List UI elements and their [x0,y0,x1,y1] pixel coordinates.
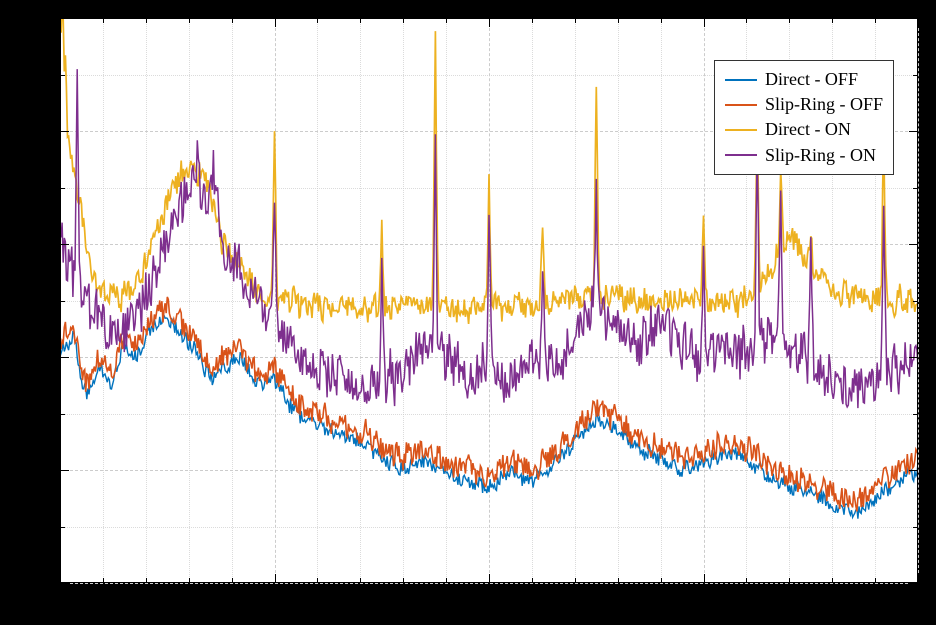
legend-label-0: Direct - OFF [765,67,858,92]
legend-swatch-3 [725,154,757,156]
xtick-minor-top [317,18,318,23]
xtick-major-top [60,18,61,27]
xtick-minor [832,578,833,583]
xtick-minor [189,578,190,583]
xtick-minor-top [875,18,876,23]
grid-h-major [60,583,918,584]
xtick-minor-top [446,18,447,23]
xtick-major-top [918,18,919,27]
ytick-minor-right [913,75,918,76]
ytick-major [60,131,69,132]
legend-swatch-0 [725,79,757,81]
xtick-minor [575,578,576,583]
xtick-minor-top [189,18,190,23]
ytick-minor-right [913,188,918,189]
xtick-major-top [275,18,276,27]
ytick-minor-right [913,527,918,528]
xtick-minor [360,578,361,583]
ytick-minor [60,301,65,302]
xtick-minor-top [618,18,619,23]
xtick-minor [317,578,318,583]
grid-v-major [918,18,919,583]
xtick-minor-top [746,18,747,23]
xtick-major [60,574,61,583]
xtick-minor [618,578,619,583]
xtick-minor [403,578,404,583]
xtick-minor [146,578,147,583]
chart-container: Direct - OFFSlip-Ring - OFFDirect - ONSl… [0,0,936,625]
ytick-major-right [909,583,918,584]
xtick-minor-top [360,18,361,23]
xtick-minor-top [661,18,662,23]
xtick-major [704,574,705,583]
xtick-minor-top [575,18,576,23]
xtick-minor [789,578,790,583]
xtick-minor [532,578,533,583]
legend-row-1: Slip-Ring - OFF [725,92,883,117]
legend-row-2: Direct - ON [725,117,883,142]
ytick-major-right [909,244,918,245]
legend: Direct - OFFSlip-Ring - OFFDirect - ONSl… [714,60,894,175]
ytick-major-right [909,357,918,358]
xtick-minor-top [403,18,404,23]
xtick-minor [661,578,662,583]
xtick-minor [232,578,233,583]
legend-swatch-1 [725,104,757,106]
series-slip-ring-off [60,297,918,512]
xtick-major [275,574,276,583]
ytick-major [60,18,69,19]
xtick-minor-top [103,18,104,23]
xtick-minor-top [146,18,147,23]
legend-swatch-2 [725,129,757,131]
legend-row-3: Slip-Ring - ON [725,143,883,168]
ytick-minor-right [913,301,918,302]
xtick-major [918,574,919,583]
legend-row-0: Direct - OFF [725,67,883,92]
ytick-minor-right [913,414,918,415]
xtick-minor [746,578,747,583]
xtick-minor [446,578,447,583]
ytick-major [60,244,69,245]
ytick-major [60,470,69,471]
ytick-minor [60,75,65,76]
legend-label-3: Slip-Ring - ON [765,143,876,168]
ytick-major-right [909,131,918,132]
legend-label-1: Slip-Ring - OFF [765,92,883,117]
ytick-major-right [909,470,918,471]
ytick-minor [60,527,65,528]
ytick-major [60,583,69,584]
xtick-major-top [489,18,490,27]
ytick-minor [60,414,65,415]
ytick-minor [60,188,65,189]
legend-label-2: Direct - ON [765,117,851,142]
ytick-major-right [909,18,918,19]
xtick-major-top [704,18,705,27]
ytick-major [60,357,69,358]
xtick-minor [875,578,876,583]
xtick-minor [103,578,104,583]
xtick-minor-top [232,18,233,23]
xtick-minor-top [789,18,790,23]
xtick-major [489,574,490,583]
xtick-minor-top [832,18,833,23]
xtick-minor-top [532,18,533,23]
